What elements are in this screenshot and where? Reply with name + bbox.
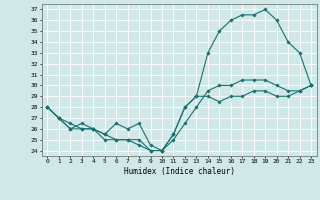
- X-axis label: Humidex (Indice chaleur): Humidex (Indice chaleur): [124, 167, 235, 176]
